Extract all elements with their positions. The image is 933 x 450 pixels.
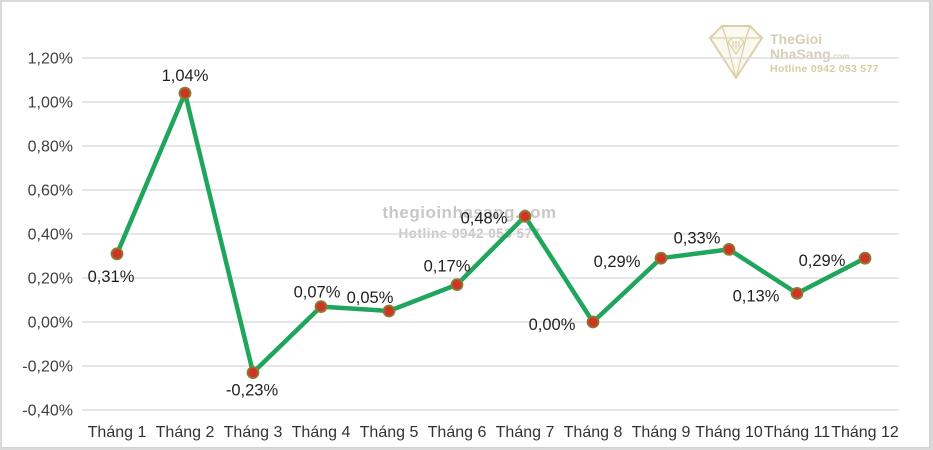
x-axis-label: Tháng 12 — [831, 424, 899, 441]
data-point — [450, 278, 464, 292]
data-label: 0,07% — [294, 284, 341, 302]
y-tick-label: 0,40% — [28, 227, 73, 244]
data-point — [722, 242, 736, 256]
data-label: 0,29% — [799, 252, 846, 270]
y-tick-label: 1,00% — [28, 95, 73, 112]
x-axis-label: Tháng 9 — [632, 424, 691, 441]
data-point — [586, 315, 600, 329]
data-label: -0,23% — [226, 382, 279, 400]
x-axis-label: Tháng 6 — [428, 424, 487, 441]
data-point — [654, 251, 668, 265]
y-tick-label: -0,20% — [22, 359, 73, 376]
x-axis-label: Tháng 8 — [564, 424, 623, 441]
data-point — [382, 304, 396, 318]
data-point — [246, 366, 260, 380]
x-axis-label: Tháng 11 — [764, 424, 831, 441]
x-axis-label: Tháng 5 — [360, 424, 419, 441]
data-point — [110, 247, 124, 261]
data-label: 0,31% — [88, 268, 135, 286]
data-point — [314, 300, 328, 314]
x-axis-label: Tháng 2 — [156, 424, 215, 441]
data-label: 0,48% — [461, 209, 508, 227]
y-tick-label: 0,60% — [28, 183, 73, 200]
data-label: 0,13% — [733, 287, 780, 305]
data-label: 1,04% — [162, 67, 209, 85]
y-tick-label: 1,20% — [28, 51, 73, 68]
data-label: 0,17% — [424, 258, 471, 276]
data-point — [790, 286, 804, 300]
data-point — [518, 209, 532, 223]
x-axis-label: Tháng 10 — [695, 424, 763, 441]
x-axis-label: Tháng 1 — [88, 424, 147, 441]
y-tick-label: 0,20% — [28, 271, 73, 288]
x-axis-label: Tháng 4 — [292, 424, 351, 441]
y-tick-label: -0,40% — [22, 403, 73, 420]
series-line — [114, 90, 868, 375]
x-axis-label: Tháng 3 — [224, 424, 283, 441]
data-label: 0,05% — [347, 289, 394, 307]
x-axis-label: Tháng 7 — [496, 424, 555, 441]
data-label: 0,33% — [674, 229, 721, 247]
data-label: 0,29% — [594, 253, 641, 271]
data-point — [178, 86, 192, 100]
y-tick-label: 0,80% — [28, 139, 73, 156]
y-tick-label: 0,00% — [28, 315, 73, 332]
data-label: 0,00% — [529, 316, 576, 334]
data-point — [858, 251, 872, 265]
